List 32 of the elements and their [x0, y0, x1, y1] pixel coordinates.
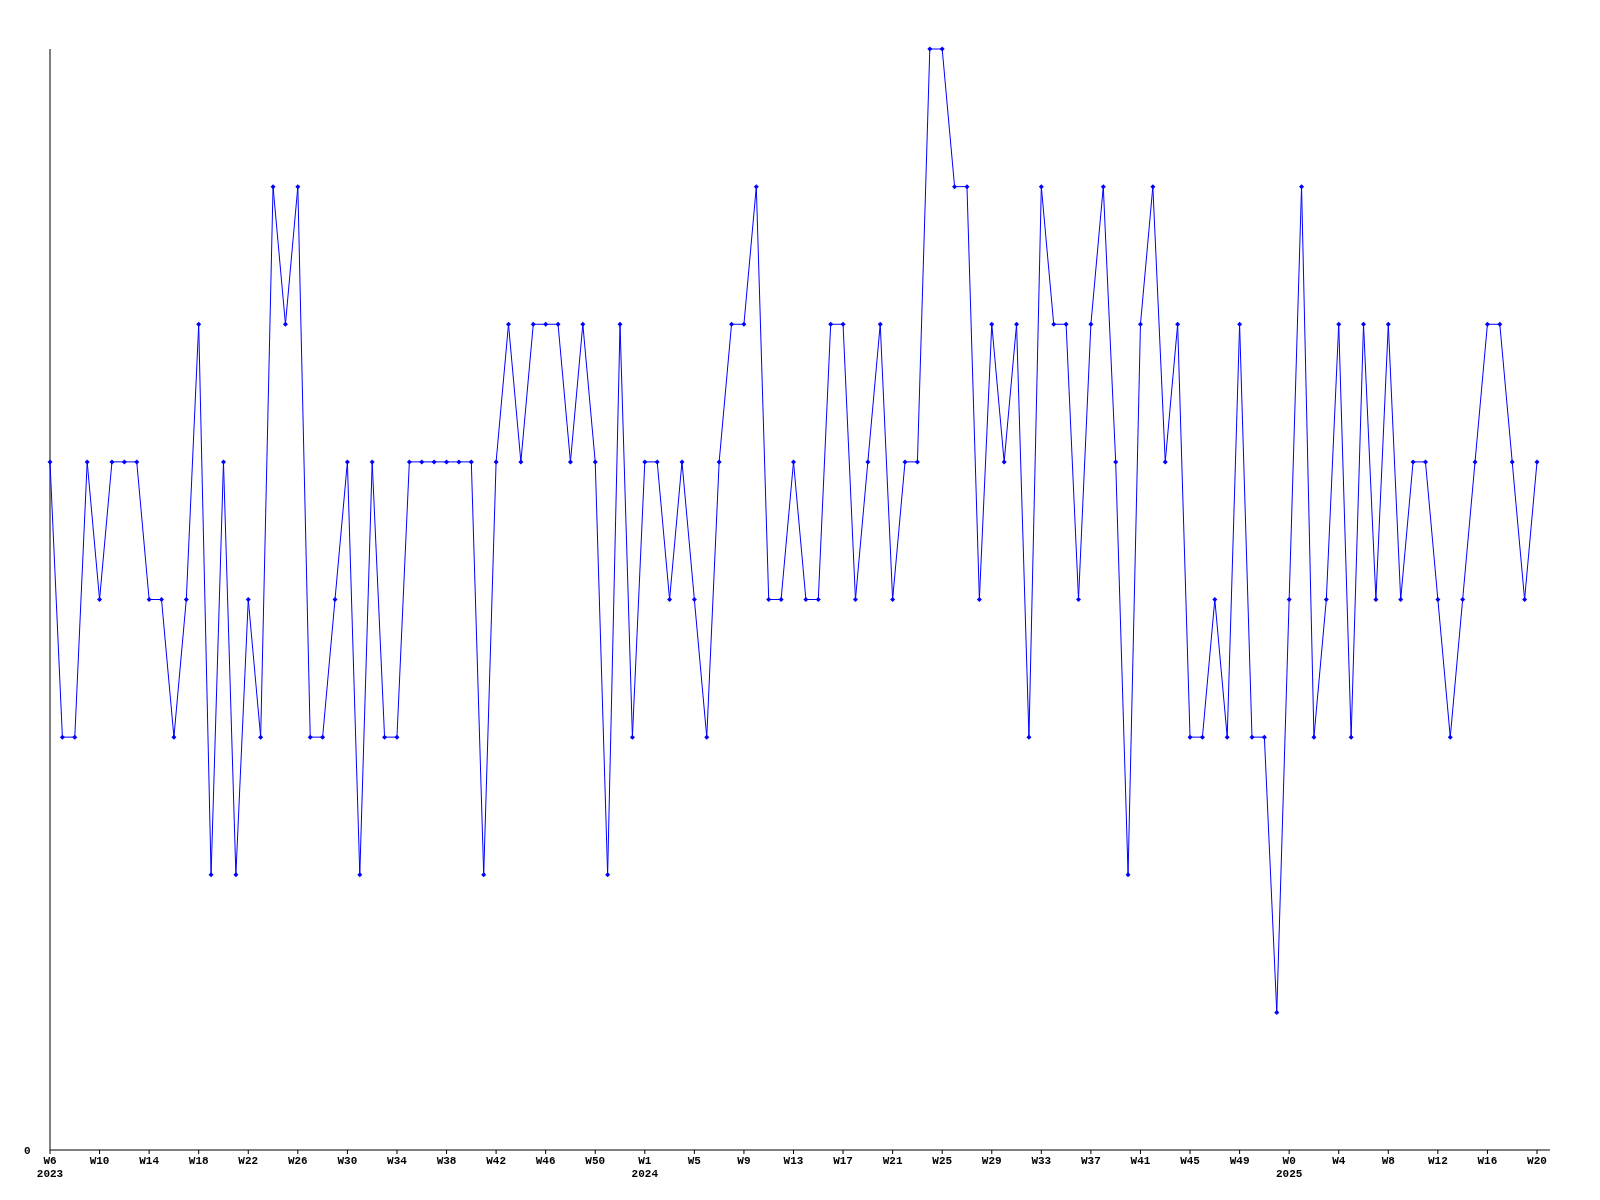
x-tick-label: W18: [188, 1155, 209, 1167]
x-tick-label: W50: [585, 1155, 606, 1167]
x-tick-label: W49: [1229, 1155, 1250, 1167]
x-tick-label: W46: [535, 1155, 556, 1167]
x-tick-label: W29: [981, 1155, 1002, 1167]
x-tick-label: W17: [833, 1155, 853, 1167]
x-tick-label: W21: [882, 1155, 903, 1167]
text: 0: [24, 1145, 31, 1157]
x-tick-label: W0 2025: [1275, 1155, 1303, 1180]
x-tick-label: W12: [1427, 1155, 1448, 1167]
x-tick-label: W5: [687, 1155, 702, 1167]
x-tick-label: W1 2024: [631, 1155, 659, 1180]
x-tick-label: W33: [1031, 1155, 1052, 1167]
x-tick-label: W20: [1527, 1155, 1547, 1167]
x-tick-label: W14: [139, 1155, 160, 1167]
x-tick-label: W6 2023: [36, 1155, 64, 1180]
x-tick-label: W30: [337, 1155, 358, 1167]
x-tick-label: W37: [1080, 1155, 1101, 1167]
x-tick-label: W26: [287, 1155, 308, 1167]
x-tick-label: W42: [486, 1155, 507, 1167]
x-tick-label: W10: [89, 1155, 110, 1167]
x-tick-label: W4: [1332, 1155, 1346, 1167]
x-tick-label: W22: [238, 1155, 259, 1167]
x-tick-label: W34: [387, 1155, 408, 1167]
x-tick-label: W16: [1477, 1155, 1498, 1167]
x-tick-label: W45: [1180, 1155, 1201, 1167]
x-tick-label: W13: [783, 1155, 804, 1167]
x-tick-label: W9: [737, 1155, 751, 1167]
x-tick-label: W38: [436, 1155, 457, 1167]
x-tick-label: W41: [1130, 1155, 1151, 1167]
x-tick-label: W25: [932, 1155, 953, 1167]
x-tick-label: W8: [1381, 1155, 1396, 1167]
